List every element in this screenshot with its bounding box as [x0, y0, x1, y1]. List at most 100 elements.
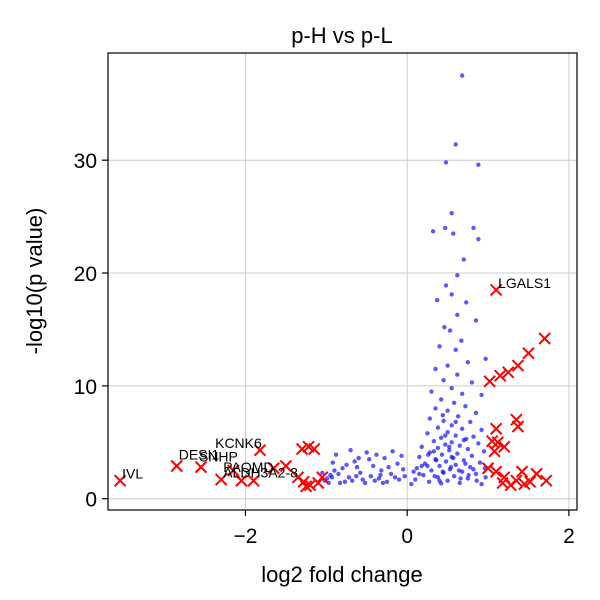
- x-tick-label: 0: [401, 525, 413, 548]
- data-point: [447, 447, 452, 453]
- data-point: [445, 408, 450, 413]
- significant-point: [504, 478, 517, 492]
- data-point: [479, 427, 484, 433]
- data-point: [419, 444, 424, 450]
- gene-label: KCNK6: [215, 435, 262, 451]
- data-point: [400, 467, 406, 472]
- data-point: [390, 449, 395, 454]
- data-point: [371, 463, 376, 469]
- data-point: [441, 378, 446, 383]
- data-point: [320, 470, 325, 475]
- significant-point: [522, 346, 535, 360]
- data-point: [435, 425, 441, 430]
- data-point: [459, 338, 464, 343]
- data-point: [459, 391, 465, 396]
- data-point: [458, 476, 463, 481]
- data-point: [336, 471, 341, 477]
- data-point: [473, 318, 479, 323]
- significant-point: [488, 445, 501, 458]
- data-point: [399, 453, 404, 459]
- significant-point: [538, 332, 551, 345]
- data-point: [437, 463, 442, 469]
- grid-lines: [108, 53, 577, 510]
- data-point: [449, 385, 454, 391]
- data-point: [429, 389, 434, 394]
- data-point: [344, 462, 349, 468]
- data-point: [455, 414, 461, 419]
- significant-point: [316, 471, 329, 484]
- data-point: [421, 472, 426, 478]
- data-point: [476, 236, 481, 242]
- data-point: [340, 466, 345, 471]
- data-point: [479, 392, 484, 398]
- data-point: [352, 459, 357, 464]
- significant-point: [279, 459, 293, 473]
- data-point: [471, 225, 476, 231]
- data-point: [384, 479, 390, 484]
- data-point: [476, 441, 481, 446]
- data-point: [459, 426, 465, 431]
- data-point: [457, 443, 462, 448]
- gene-label: ALDH3A2-8: [223, 465, 298, 481]
- data-point: [445, 429, 450, 435]
- data-point: [469, 380, 475, 385]
- data-point: [439, 452, 445, 457]
- data-point: [477, 460, 483, 465]
- data-point: [442, 225, 448, 231]
- significant-point: [267, 462, 280, 475]
- data-point: [337, 480, 343, 486]
- data-point: [358, 470, 363, 475]
- data-point: [453, 419, 458, 425]
- data-point: [465, 446, 471, 452]
- data-point: [483, 475, 488, 480]
- data-point: [443, 459, 449, 464]
- data-point: [473, 410, 479, 416]
- data-point: [411, 469, 416, 474]
- data-point: [425, 431, 430, 436]
- gene-label: LGALS1: [498, 275, 551, 291]
- data-point: [441, 418, 446, 424]
- data-point: [382, 455, 387, 461]
- data-point: [447, 328, 453, 333]
- y-tick-label: 0: [85, 489, 97, 512]
- data-point: [471, 467, 476, 472]
- data-point: [430, 229, 436, 234]
- significant-point: [502, 366, 515, 379]
- data-point: [471, 434, 476, 439]
- data-point: [346, 475, 352, 480]
- data-point: [342, 479, 348, 484]
- x-tick-label: 2: [563, 525, 575, 548]
- y-tick-label: 10: [74, 376, 97, 399]
- data-point: [445, 478, 450, 483]
- data-point: [378, 472, 383, 478]
- data-point: [376, 476, 382, 481]
- data-point: [451, 400, 457, 406]
- data-point: [426, 452, 431, 457]
- data-point: [463, 461, 468, 466]
- data-point: [473, 471, 479, 477]
- data-point: [386, 464, 391, 470]
- data-point: [372, 478, 378, 483]
- significant-point: [489, 422, 503, 435]
- significant-point: [253, 443, 267, 457]
- gene-label: PAQMD: [223, 459, 273, 475]
- x-tick-label: −2: [233, 525, 257, 548]
- significant-point: [214, 473, 228, 486]
- data-point: [413, 477, 418, 482]
- data-point: [481, 449, 487, 454]
- x-axis-label: log2 fold change: [261, 562, 422, 587]
- significant-point: [496, 476, 509, 490]
- chart-title: p-H vs p-L: [291, 23, 392, 48]
- data-point: [432, 473, 437, 479]
- data-point: [459, 73, 465, 78]
- significant-point: [493, 369, 507, 382]
- data-point: [455, 312, 460, 317]
- data-point: [449, 211, 454, 216]
- data-point: [350, 478, 355, 483]
- data-point: [438, 435, 444, 440]
- data-point: [419, 463, 424, 469]
- data-point: [438, 397, 444, 402]
- data-point: [442, 433, 448, 438]
- data-point: [434, 297, 440, 303]
